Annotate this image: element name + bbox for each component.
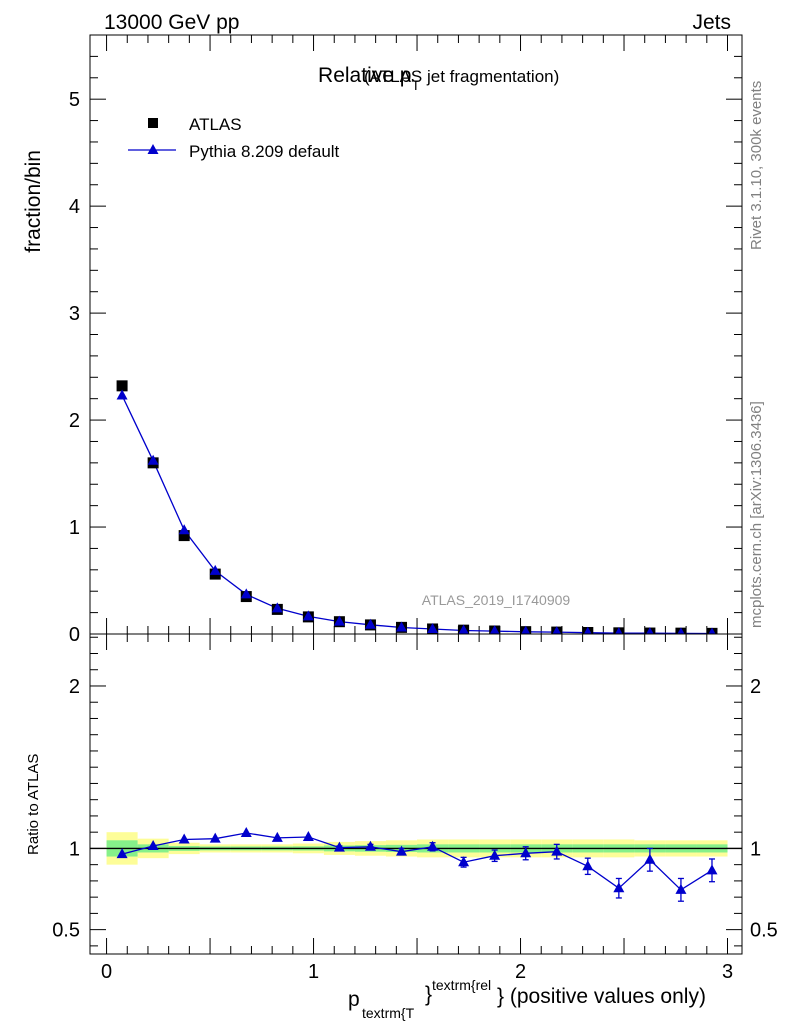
ratio-pythia-point xyxy=(396,845,408,856)
ratio-x-tick-label: 0 xyxy=(101,961,112,983)
ratio-pythia-point xyxy=(613,882,625,893)
pythia-point xyxy=(489,625,500,634)
ratio-pythia-point xyxy=(582,860,594,871)
ratio-y-tick-label-right: 0.5 xyxy=(750,920,778,942)
main-panel: 0 1 2 3 4 5 ATLAS_2019_I1740909 Relative pT (… xyxy=(22,34,743,646)
pythia-point xyxy=(396,621,408,632)
ratio-pythia-point xyxy=(706,864,718,875)
ratio-y-axis-label: Ratio to ATLAS xyxy=(25,754,42,855)
ratio-pythia-point xyxy=(427,840,439,851)
ratio-pythia-point xyxy=(302,831,314,842)
pythia-point xyxy=(677,627,685,634)
chart-title-main: Relative p xyxy=(318,64,411,87)
chart-title-suffix: (ATLAS jet fragmentation) xyxy=(364,67,559,86)
pythia-point xyxy=(521,625,531,634)
ratio-pythia-point xyxy=(458,856,470,867)
main-frame xyxy=(89,34,743,635)
ratio-y-tick-label-right: 2 xyxy=(750,676,761,698)
pythia-point xyxy=(209,564,221,575)
ratio-pythia-point xyxy=(178,833,190,844)
main-y-tick-label: 3 xyxy=(69,303,80,325)
pythia-point xyxy=(583,626,592,634)
main-y-tick-labels: 0 1 2 3 4 5 xyxy=(69,89,80,646)
analysis-watermark: ATLAS_2019_I1740909 xyxy=(422,592,571,608)
ratio-x-tick-label: 1 xyxy=(308,961,319,983)
x-axis-label-sub: textrm{T xyxy=(362,1005,415,1021)
ratio-pythia-point xyxy=(551,845,563,856)
ratio-pythia-point xyxy=(147,839,159,850)
legend: ATLAS Pythia 8.209 default xyxy=(128,115,340,161)
pythia-point xyxy=(271,602,283,613)
main-axis-ticks xyxy=(90,34,742,635)
x-axis-label-brace: } xyxy=(425,983,432,1006)
legend-marker-atlas xyxy=(148,118,158,128)
main-y-tick-label: 0 xyxy=(69,624,80,646)
pythia-point xyxy=(333,615,345,626)
ratio-x-tick-labels: 0 1 2 3 xyxy=(101,961,733,983)
ratio-pythia-point xyxy=(209,832,221,843)
main-y-tick-label: 1 xyxy=(69,517,80,539)
header-left: 13000 GeV pp xyxy=(104,11,239,34)
ratio-pythia-point xyxy=(489,849,501,860)
pythia-point xyxy=(178,524,190,535)
ratio-y-tick-label-right: 1 xyxy=(750,838,761,860)
ratio-y-tick-labels: 0.5 0.5 1 1 2 2 xyxy=(52,676,778,942)
ratio-pythia-point xyxy=(364,840,376,851)
ratio-pythia-point xyxy=(675,883,687,894)
ratio-pythia-point xyxy=(333,841,345,852)
pythia-point xyxy=(302,610,314,621)
ratio-pythia-point xyxy=(644,853,656,864)
ratio-frame xyxy=(89,633,743,955)
pythia-point xyxy=(708,627,716,634)
ratio-pythia-line xyxy=(121,832,713,891)
ratio-axis-ticks xyxy=(90,634,742,954)
legend-marker-pythia xyxy=(147,144,159,154)
pythia-line xyxy=(121,395,713,634)
x-axis-label: p textrm{T } textrm{rel } (positive valu… xyxy=(348,977,706,1021)
atlas-point xyxy=(178,530,190,542)
ratio-pythia-point xyxy=(116,848,128,859)
ratio-pythia-point xyxy=(271,831,283,842)
pythia-point xyxy=(116,389,128,400)
ratio-x-tick-label: 2 xyxy=(515,961,526,983)
pythia-point xyxy=(147,454,159,465)
main-y-tick-label: 5 xyxy=(69,89,80,111)
rivet-info: Rivet 3.1.10, 300k events xyxy=(748,81,765,250)
ratio-panel: 0.5 0.5 1 1 2 2 0 1 2 3 Ratio to ATLAS p textrm{… xyxy=(25,633,778,1021)
x-axis-label-suffix: } (positive values only) xyxy=(497,985,706,1008)
pythia-point xyxy=(427,622,439,633)
header-right: Jets xyxy=(692,11,731,34)
legend-label-pythia: Pythia 8.209 default xyxy=(189,142,340,161)
x-axis-label-main: p xyxy=(348,988,360,1011)
main-y-tick-label: 4 xyxy=(69,196,80,218)
chart-title: Relative pT xyxy=(318,64,420,93)
ratio-y-tick-label: 1 xyxy=(69,838,80,860)
main-y-axis-label: fraction/bin xyxy=(22,150,45,253)
ratio-pythia-point xyxy=(240,826,252,837)
ratio-pythia-point xyxy=(520,847,532,858)
chart-title-sub: T xyxy=(411,77,420,93)
atlas-point xyxy=(116,380,128,392)
pythia-point xyxy=(552,626,562,634)
pythia-point xyxy=(615,627,623,634)
main-y-tick-label: 2 xyxy=(69,410,80,432)
pythia-point xyxy=(240,588,252,599)
pythia-point xyxy=(458,624,469,634)
x-axis-label-sup: textrm{rel xyxy=(432,977,491,993)
main-series xyxy=(116,380,718,634)
mcplots-info: mcplots.cern.ch [arXiv:1306.3436] xyxy=(748,401,765,628)
pythia-point xyxy=(364,618,376,629)
legend-label-atlas: ATLAS xyxy=(189,115,242,134)
ratio-y-tick-label: 2 xyxy=(69,676,80,698)
ratio-y-tick-label: 0.5 xyxy=(52,920,80,942)
ratio-x-tick-label: 3 xyxy=(722,961,733,983)
ratio-series xyxy=(116,826,718,902)
pythia-point xyxy=(646,627,654,634)
